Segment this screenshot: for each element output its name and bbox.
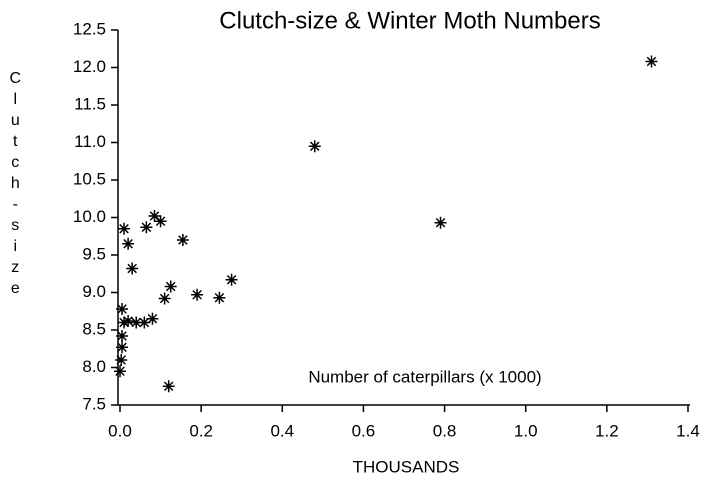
point (116, 330, 129, 342)
point (176, 234, 189, 246)
y-tick-label: 10.5 (73, 169, 106, 188)
point (122, 315, 135, 327)
point (116, 303, 129, 315)
point (116, 341, 129, 354)
y-tick-label: 9.0 (82, 282, 106, 301)
point (645, 55, 658, 68)
point (164, 280, 177, 293)
point (138, 316, 151, 329)
point (130, 316, 143, 329)
y-axis-label: Clutch-size (7, 70, 24, 301)
point (118, 316, 131, 329)
y-tick-label: 8.5 (82, 319, 106, 338)
y-tick-label: 7.5 (82, 394, 106, 413)
point (158, 292, 171, 305)
point (225, 273, 238, 286)
x-tick-label: 0.6 (352, 421, 376, 440)
x-tick-label: 0.0 (108, 421, 132, 440)
y-tick-label: 12.5 (73, 19, 106, 38)
point (154, 215, 167, 228)
point (434, 216, 447, 229)
annotation: Number of caterpillars (x 1000) (308, 367, 541, 386)
point (122, 237, 135, 250)
chart-title: Clutch-size & Winter Moth Numbers (219, 7, 600, 34)
x-tick-label: 1.4 (676, 421, 700, 440)
y-tick-label: 8.0 (82, 357, 106, 376)
y-tick-label: 12.0 (73, 57, 106, 76)
point (213, 291, 226, 304)
point (140, 221, 153, 234)
point (146, 312, 159, 325)
x-tick-label: 1.2 (595, 421, 619, 440)
point (162, 380, 175, 393)
x-tick-label: 0.4 (270, 421, 294, 440)
y-tick-label: 11.0 (74, 132, 106, 151)
point (308, 140, 321, 153)
x-axis-label: THOUSANDS (353, 457, 460, 476)
y-tick-label: 10.0 (73, 207, 106, 226)
point (114, 365, 126, 378)
point (191, 288, 204, 301)
x-tick-label: 1.0 (514, 421, 538, 440)
point (118, 222, 131, 235)
point (126, 262, 139, 275)
y-tick-label: 11.5 (74, 94, 106, 113)
point (148, 210, 161, 222)
point (115, 354, 128, 366)
x-tick-label: 0.2 (189, 421, 213, 440)
y-tick-label: 9.5 (82, 244, 106, 263)
x-tick-label: 0.8 (433, 421, 457, 440)
